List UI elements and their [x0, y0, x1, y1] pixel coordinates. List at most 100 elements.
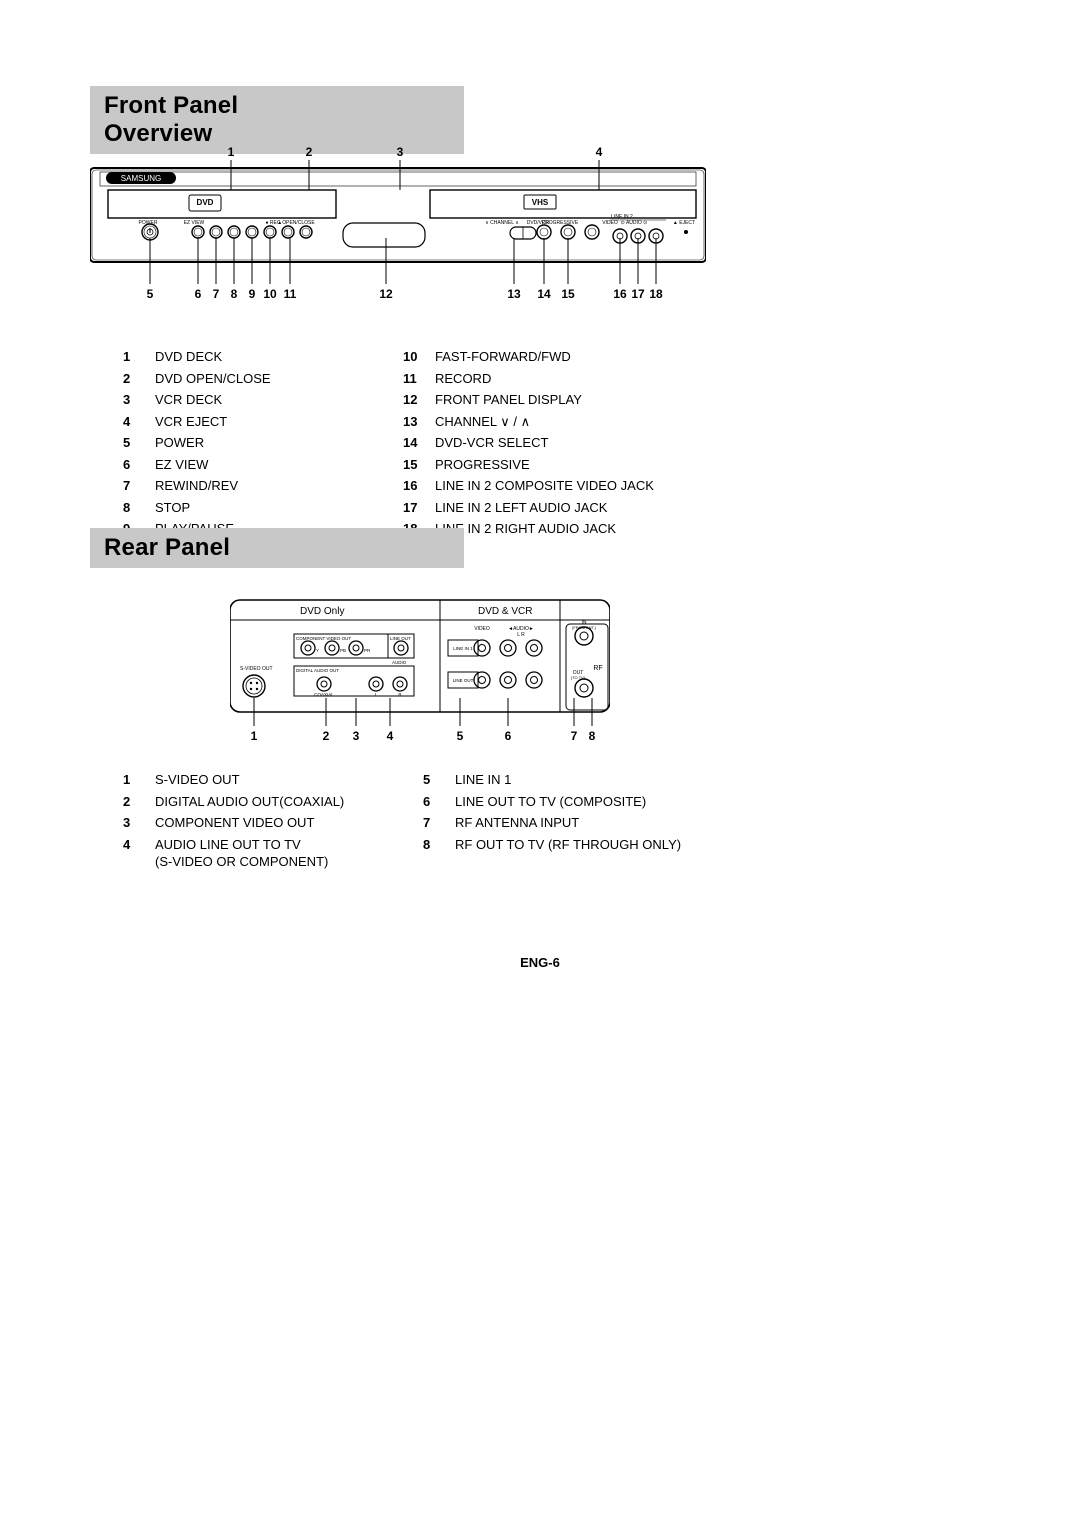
front-legend-left: 1DVD DECK2DVD OPEN/CLOSE3VCR DECK4VCR EJ…	[120, 345, 274, 541]
svg-text:(TO TV): (TO TV)	[571, 675, 586, 680]
legend-label: LINE OUT TO TV (COMPOSITE)	[454, 792, 682, 812]
legend-label: STOP	[154, 498, 272, 518]
svg-text:(FROM ANT.): (FROM ANT.)	[572, 625, 597, 630]
legend-label: DVD DECK	[154, 347, 272, 367]
svg-text:DVD: DVD	[197, 198, 214, 207]
legend-number: 6	[422, 792, 452, 812]
svg-text:LINE OUT: LINE OUT	[453, 678, 474, 683]
front-panel-diagram: SAMSUNGDVDVHSPOWEREZ VIEW● REC▲OPEN/CLOS…	[90, 138, 706, 323]
legend-label: RF ANTENNA INPUT	[454, 813, 682, 833]
legend-number: 8	[422, 835, 452, 855]
svg-text:VIDEO: VIDEO	[602, 220, 618, 226]
legend-label: LINE IN 2 COMPOSITE VIDEO JACK	[434, 476, 655, 496]
svg-text:7: 7	[571, 729, 578, 743]
legend-number: 11	[402, 369, 432, 389]
legend-number: 6	[122, 455, 152, 475]
svg-text:DVD Only: DVD Only	[300, 606, 344, 617]
svg-text:LINE IN 1: LINE IN 1	[453, 646, 473, 651]
legend-label: REWIND/REV	[154, 476, 272, 496]
svg-text:POWER: POWER	[139, 220, 158, 226]
legend-label: PROGRESSIVE	[434, 455, 655, 475]
legend-number: 3	[122, 813, 152, 833]
legend-number: 10	[402, 347, 432, 367]
svg-text:3: 3	[353, 729, 360, 743]
legend-number: 14	[402, 433, 432, 453]
svg-text:SAMSUNG: SAMSUNG	[121, 174, 161, 183]
legend-number: 1	[122, 347, 152, 367]
svg-text:2: 2	[323, 729, 330, 743]
legend-label: VCR EJECT	[154, 412, 272, 432]
legend-label: LINE IN 2 LEFT AUDIO JACK	[434, 498, 655, 518]
legend-number: 1	[122, 770, 152, 790]
legend-number: 13	[402, 412, 432, 432]
front-legend-right: 10FAST-FORWARD/FWD11RECORD12FRONT PANEL …	[400, 345, 657, 541]
svg-text:▲OPEN/CLOSE: ▲OPEN/CLOSE	[277, 220, 315, 226]
legend-label: FAST-FORWARD/FWD	[434, 347, 655, 367]
legend-number: 16	[402, 476, 432, 496]
legend-number: 7	[422, 813, 452, 833]
svg-text:6: 6	[505, 729, 512, 743]
svg-text:8: 8	[589, 729, 596, 743]
svg-text:5: 5	[457, 729, 464, 743]
legend-number: 3	[122, 390, 152, 410]
legend-label: RF OUT TO TV (RF THROUGH ONLY)	[454, 835, 682, 855]
svg-text:COMPONENT VIDEO OUT: COMPONENT VIDEO OUT	[296, 636, 351, 641]
legend-label: FRONT PANEL DISPLAY	[434, 390, 655, 410]
rear-panel-diagram: DVD OnlyDVD & VCRS-VIDEO OUTCOMPONENT VI…	[230, 590, 610, 765]
legend-number: 4	[122, 835, 152, 872]
svg-text:L R: L R	[517, 632, 525, 638]
svg-text:17: 17	[631, 287, 645, 301]
legend-number: 17	[402, 498, 432, 518]
svg-text:6: 6	[195, 287, 202, 301]
legend-label: CHANNEL ∨ / ∧	[434, 412, 655, 432]
svg-text:15: 15	[561, 287, 575, 301]
svg-text:1: 1	[251, 729, 258, 743]
legend-label: AUDIO LINE OUT TO TV(S-VIDEO OR COMPONEN…	[154, 835, 345, 872]
svg-text:10: 10	[263, 287, 277, 301]
svg-text:PR: PR	[364, 648, 371, 653]
section-title-rear: Rear Panel	[90, 528, 464, 568]
svg-text:VIDEO: VIDEO	[474, 626, 490, 632]
legend-label: DVD-VCR SELECT	[434, 433, 655, 453]
svg-text:12: 12	[379, 287, 393, 301]
svg-text:AUDIO: AUDIO	[392, 660, 407, 665]
legend-number: 5	[122, 433, 152, 453]
legend-number: 2	[122, 792, 152, 812]
legend-label: POWER	[154, 433, 272, 453]
svg-text:8: 8	[231, 287, 238, 301]
svg-text:1: 1	[228, 145, 235, 159]
svg-text:EZ VIEW: EZ VIEW	[184, 220, 205, 226]
legend-label: VCR DECK	[154, 390, 272, 410]
svg-text:S-VIDEO OUT: S-VIDEO OUT	[240, 666, 273, 672]
svg-text:9: 9	[249, 287, 256, 301]
svg-text:11: 11	[284, 287, 297, 301]
legend-number: 12	[402, 390, 432, 410]
legend-label: DVD OPEN/CLOSE	[154, 369, 272, 389]
svg-text:3: 3	[397, 145, 404, 159]
legend-label: RECORD	[434, 369, 655, 389]
svg-text:4: 4	[596, 145, 603, 159]
legend-label: EZ VIEW	[154, 455, 272, 475]
legend-label: DIGITAL AUDIO OUT(COAXIAL)	[154, 792, 345, 812]
rear-legend-right: 5LINE IN 16LINE OUT TO TV (COMPOSITE)7RF…	[420, 768, 684, 856]
svg-text:∨ CHANNEL ∧: ∨ CHANNEL ∧	[485, 220, 519, 226]
svg-text:DIGITAL AUDIO OUT: DIGITAL AUDIO OUT	[296, 668, 339, 673]
manual-page: Front Panel Overview SAMSUNGDVDVHSPOWERE…	[0, 0, 1080, 1528]
svg-text:4: 4	[387, 729, 394, 743]
svg-text:▲ EJECT: ▲ EJECT	[673, 220, 695, 226]
svg-text:2: 2	[306, 145, 313, 159]
legend-number: 4	[122, 412, 152, 432]
svg-text:5: 5	[147, 287, 154, 301]
page-number: ENG-6	[0, 955, 1080, 970]
svg-text:13: 13	[507, 287, 521, 301]
svg-text:18: 18	[649, 287, 663, 301]
svg-text:VHS: VHS	[532, 198, 549, 207]
legend-label: S-VIDEO OUT	[154, 770, 345, 790]
legend-number: 5	[422, 770, 452, 790]
legend-number: 2	[122, 369, 152, 389]
svg-text:14: 14	[537, 287, 551, 301]
svg-text:16: 16	[613, 287, 627, 301]
legend-label: LINE IN 2 RIGHT AUDIO JACK	[434, 519, 655, 539]
svg-text:PB: PB	[340, 648, 346, 653]
svg-text:PROGRESSIVE: PROGRESSIVE	[542, 220, 579, 226]
